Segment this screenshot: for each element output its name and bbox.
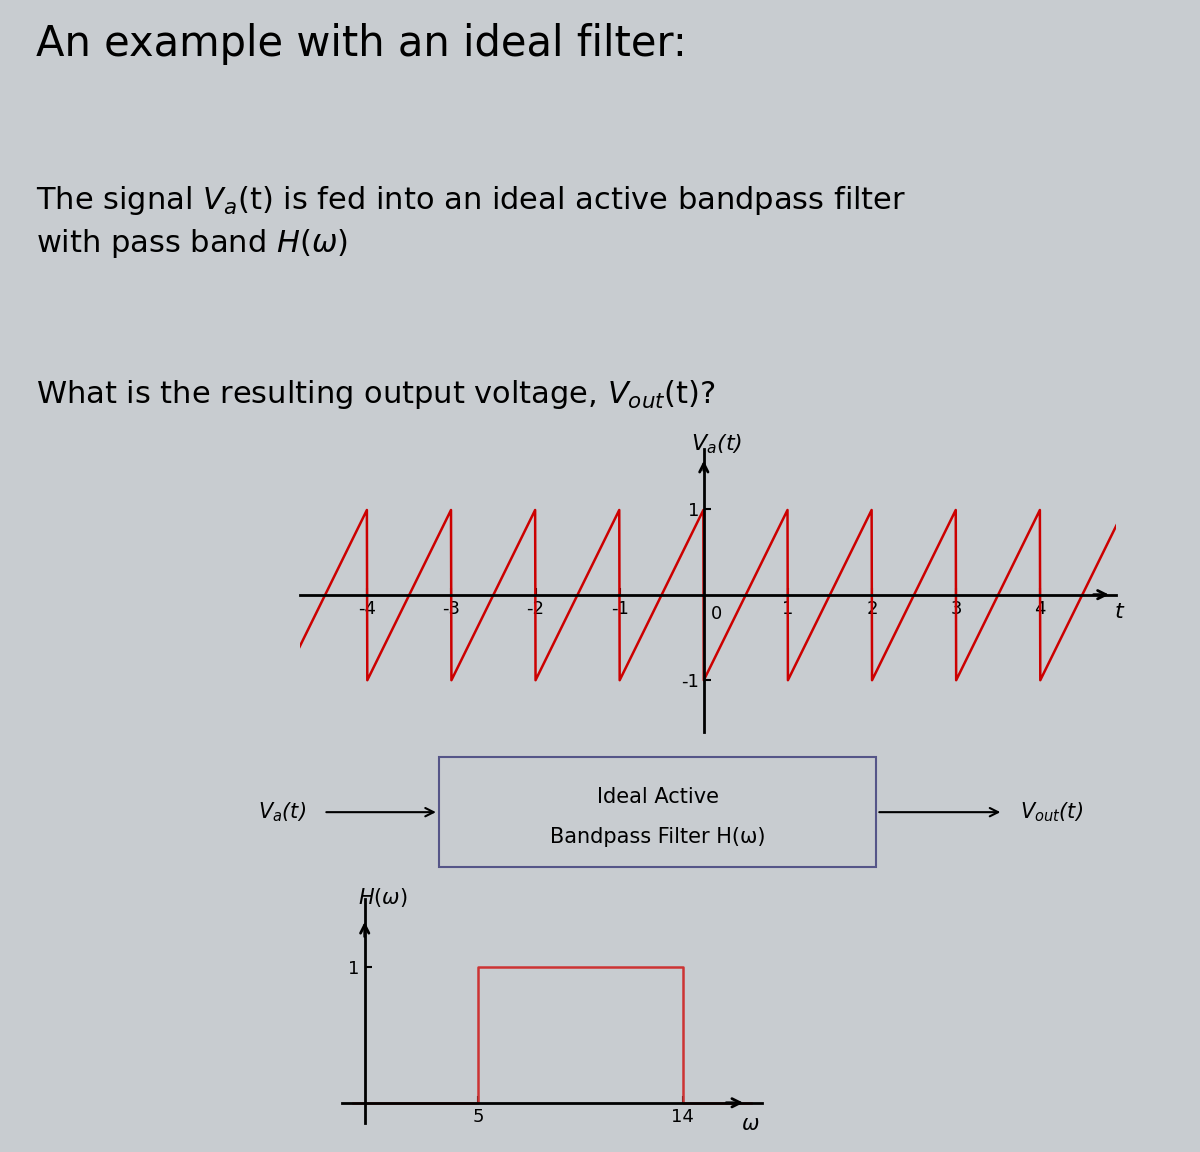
- Text: $V_{out}$(t): $V_{out}$(t): [1020, 801, 1084, 824]
- Text: $V_a$(t): $V_a$(t): [691, 432, 742, 456]
- Text: The signal $V_a$(t) is fed into an ideal active bandpass filter
with pass band $: The signal $V_a$(t) is fed into an ideal…: [36, 184, 906, 260]
- Text: $t$: $t$: [1115, 601, 1126, 622]
- Text: An example with an ideal filter:: An example with an ideal filter:: [36, 23, 686, 65]
- Bar: [439, 757, 876, 867]
- Text: Ideal Active: Ideal Active: [596, 787, 719, 806]
- Text: $\omega$: $\omega$: [742, 1114, 760, 1134]
- Text: $V_a$(t): $V_a$(t): [258, 801, 306, 824]
- Text: What is the resulting output voltage, $V_{out}$(t)?: What is the resulting output voltage, $V…: [36, 378, 715, 411]
- Text: $H(\omega)$: $H(\omega)$: [358, 886, 408, 909]
- Text: 0: 0: [710, 605, 721, 623]
- Text: Bandpass Filter H(ω): Bandpass Filter H(ω): [550, 827, 766, 847]
